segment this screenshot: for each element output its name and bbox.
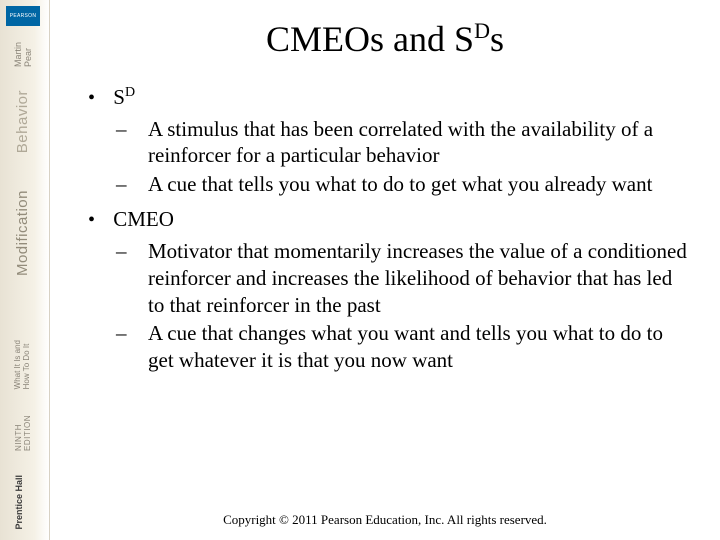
- sub-item: A cue that changes what you want and tel…: [132, 320, 690, 374]
- bullet-item: CMEO Motivator that momentarily increase…: [88, 206, 690, 374]
- title-pre: CMEOs and S: [266, 19, 474, 59]
- sub-item: A cue that tells you what to do to get w…: [132, 171, 690, 198]
- bullet-heading: CMEO: [113, 207, 174, 231]
- sidebar-subtitle: What It Is and How To Do It: [14, 340, 32, 389]
- sub-list: A stimulus that has been correlated with…: [88, 116, 690, 199]
- sidebar-authors: Martin Pear: [14, 42, 34, 67]
- title-sup: D: [474, 18, 490, 43]
- sub-text: A cue that tells you what to do to get w…: [148, 172, 652, 196]
- sidebar-title-word2: Modification: [14, 190, 31, 276]
- sub-text: Motivator that momentarily increases the…: [148, 239, 687, 317]
- sub-text: A cue that changes what you want and tel…: [148, 321, 663, 372]
- slide-title: CMEOs and SDs: [80, 18, 690, 60]
- pearson-logo: PEARSON: [6, 6, 40, 26]
- sub-text: A stimulus that has been correlated with…: [148, 117, 653, 168]
- sub-item: A stimulus that has been correlated with…: [132, 116, 690, 170]
- bullet-heading-pre: S: [113, 85, 125, 109]
- title-post: s: [490, 19, 504, 59]
- sidebar-publisher: Prentice Hall: [14, 475, 24, 530]
- slide-content: CMEOs and SDs SD A stimulus that has bee…: [50, 0, 720, 540]
- sidebar: PEARSON Martin Pear Behavior Modificatio…: [0, 0, 50, 540]
- bullet-item: SD A stimulus that has been correlated w…: [88, 84, 690, 198]
- sidebar-edition: NINTH EDITION: [14, 415, 32, 451]
- bullet-heading-pre: CMEO: [113, 207, 174, 231]
- bullet-heading: SD: [113, 85, 135, 109]
- sub-list: Motivator that momentarily increases the…: [88, 238, 690, 374]
- bullet-list: SD A stimulus that has been correlated w…: [80, 84, 690, 374]
- copyright-footer: Copyright © 2011 Pearson Education, Inc.…: [50, 512, 720, 528]
- sidebar-title-word1: Behavior: [14, 90, 31, 153]
- slide-body: SD A stimulus that has been correlated w…: [80, 84, 690, 374]
- bullet-heading-sup: D: [125, 85, 135, 100]
- sub-item: Motivator that momentarily increases the…: [132, 238, 690, 319]
